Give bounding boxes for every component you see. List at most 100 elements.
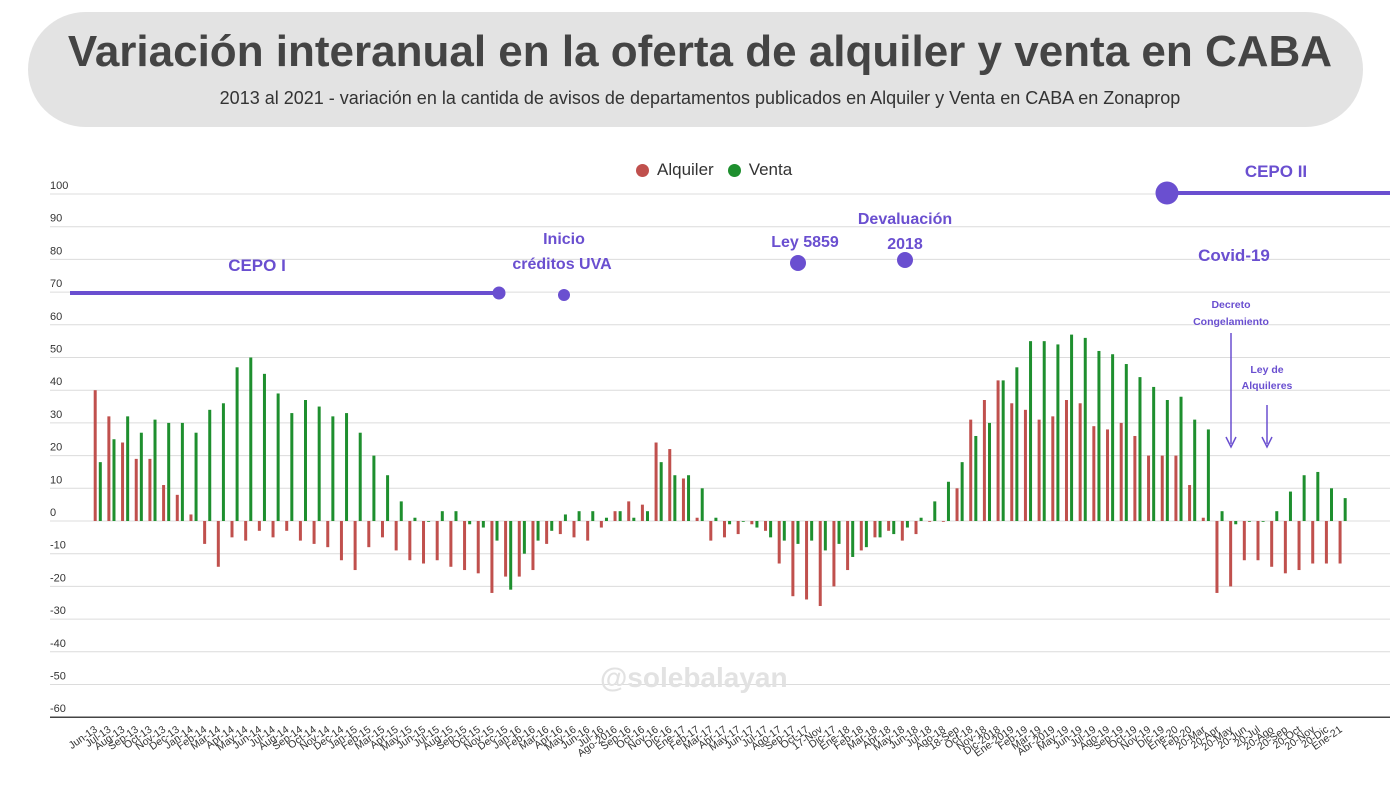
bar-venta	[1261, 521, 1265, 522]
bar-alquiler	[1283, 521, 1287, 574]
bar-venta	[687, 475, 691, 521]
bar-alquiler	[1188, 485, 1192, 521]
bar-venta	[386, 475, 390, 521]
bar-alquiler	[1297, 521, 1301, 571]
bar-alquiler	[709, 521, 713, 541]
bar-alquiler	[736, 521, 740, 535]
bar-venta	[810, 521, 814, 541]
bar-venta	[235, 367, 239, 521]
bar-alquiler	[339, 521, 343, 561]
bar-venta	[194, 432, 198, 521]
bar-alquiler	[1256, 521, 1260, 561]
bar-venta	[536, 521, 540, 541]
bar-venta	[1042, 341, 1046, 521]
bar-venta	[919, 517, 923, 521]
bar-venta	[1152, 386, 1156, 521]
bar-alquiler	[1078, 403, 1082, 521]
bar-alquiler	[613, 511, 617, 521]
bar-alquiler	[805, 521, 809, 600]
bar-alquiler	[1119, 422, 1123, 521]
bar-alquiler	[504, 521, 508, 577]
bar-alquiler	[326, 521, 330, 548]
annotation-ley-alquileres-line1: Ley de	[1250, 364, 1283, 376]
bar-venta	[700, 488, 704, 521]
bar-alquiler	[982, 400, 986, 521]
bar-venta	[495, 521, 499, 541]
bar-venta	[618, 511, 622, 521]
bar-venta	[509, 521, 513, 590]
annotation-ley-alquileres-line2: Alquileres	[1242, 380, 1293, 392]
bar-alquiler	[722, 521, 726, 538]
bar-alquiler	[791, 521, 795, 597]
bar-venta	[769, 521, 773, 538]
bar-alquiler	[476, 521, 480, 574]
legend-swatch-alquiler	[636, 163, 649, 177]
bar-venta	[1124, 364, 1128, 521]
bar-alquiler	[1270, 521, 1274, 567]
bar-alquiler	[1160, 455, 1164, 521]
bar-venta	[1220, 511, 1224, 521]
bar-alquiler	[764, 521, 768, 531]
bar-venta	[1193, 419, 1197, 521]
bar-venta	[454, 511, 458, 521]
y-tick-label: 10	[50, 474, 62, 486]
y-tick-label: 90	[50, 213, 62, 225]
bar-venta	[139, 432, 143, 521]
bar-alquiler	[435, 521, 439, 561]
y-tick-label: -30	[50, 605, 66, 617]
bar-alquiler	[1338, 521, 1342, 564]
annotation-devaluacion-line1: Devaluación	[858, 211, 952, 228]
bar-venta	[304, 400, 307, 521]
y-tick-label: -50	[50, 671, 66, 683]
bar-alquiler	[93, 390, 97, 521]
bar-venta	[358, 432, 362, 521]
header-banner	[28, 12, 1363, 127]
bar-alquiler	[380, 521, 384, 538]
bar-alquiler	[668, 449, 672, 521]
bar-venta	[632, 517, 636, 521]
bar-venta	[851, 521, 855, 557]
bar-venta	[960, 462, 964, 521]
legend-label-venta: Venta	[748, 160, 793, 179]
bar-alquiler	[189, 514, 193, 521]
bar-alquiler	[750, 521, 754, 525]
bar-alquiler	[914, 521, 918, 535]
bar-alquiler	[1174, 455, 1178, 521]
bar-venta	[481, 521, 485, 528]
bar-alquiler	[887, 521, 891, 531]
cepo-i-marker	[492, 286, 506, 300]
bar-venta	[1138, 377, 1142, 521]
annotation-devaluacion-line2: 2018	[887, 236, 923, 253]
bar-venta	[905, 521, 909, 528]
uva-marker	[558, 289, 570, 301]
bar-venta	[1015, 367, 1019, 521]
bar-alquiler	[216, 521, 220, 567]
bar-alquiler	[1092, 426, 1096, 521]
bar-alquiler	[1106, 429, 1110, 521]
bar-venta	[331, 416, 335, 521]
bar-venta	[221, 403, 225, 521]
bar-alquiler	[148, 458, 152, 521]
annotation-uva-line2: créditos UVA	[512, 256, 612, 273]
bar-venta	[1056, 344, 1060, 521]
bar-alquiler	[257, 521, 261, 531]
bar-venta	[796, 521, 800, 544]
y-tick-label: -60	[50, 703, 66, 715]
bar-venta	[714, 517, 718, 521]
bar-alquiler	[627, 501, 631, 521]
y-tick-label: 20	[50, 442, 62, 454]
y-tick-label: 40	[50, 376, 62, 388]
bar-venta	[591, 511, 595, 521]
bar-venta	[1029, 341, 1033, 521]
bar-venta	[646, 511, 649, 521]
bar-venta	[741, 521, 745, 522]
bar-venta	[1275, 511, 1279, 521]
bar-alquiler	[285, 521, 289, 531]
bar-venta	[249, 357, 253, 521]
ley-alquileres-arrowhead	[1261, 436, 1273, 449]
bar-venta	[317, 406, 321, 521]
bar-venta	[98, 462, 102, 521]
bar-alquiler	[558, 521, 562, 535]
ley-5859-marker	[790, 255, 806, 271]
